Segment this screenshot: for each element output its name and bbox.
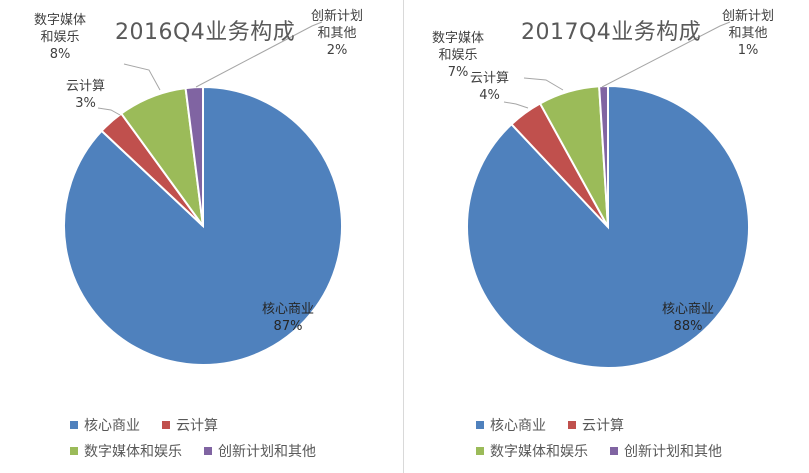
data-label-name: 核心商业 — [262, 302, 315, 317]
legend-label: 云计算 — [582, 418, 624, 434]
data-label-name: 创新计划 和其他 — [722, 9, 775, 41]
data-label-cloud-computing: 云计算 4% — [470, 70, 509, 104]
legend-item-core-commerce: 核心商业 — [70, 415, 140, 435]
data-label-name: 云计算 — [470, 71, 510, 86]
legend-item-digital-media: 数字媒体和娱乐 — [476, 441, 588, 461]
chart-title: 2016Q4业务构成 — [115, 20, 296, 45]
data-label-digital-media: 数字媒体 和娱乐 8% — [34, 12, 86, 63]
data-label-innovation-other: 创新计划 和其他 2% — [311, 8, 363, 59]
legend-item-cloud-computing: 云计算 — [568, 415, 624, 435]
data-label-percent: 1% — [737, 43, 759, 58]
legend-label: 核心商业 — [84, 418, 140, 434]
panel-divider — [403, 0, 404, 473]
data-label-core-commerce: 核心商业 88% — [662, 301, 714, 335]
legend-item-innovation-other: 创新计划和其他 — [610, 441, 722, 461]
data-label-percent: 87% — [273, 319, 303, 334]
legend-item-core-commerce: 核心商业 — [476, 415, 546, 435]
leader-line-innovation-other — [601, 21, 731, 88]
legend-item-cloud-computing: 云计算 — [162, 415, 218, 435]
pie-svg-2016q4 — [63, 21, 343, 366]
data-label-percent: 7% — [447, 65, 469, 80]
leader-line-digital-media — [523, 77, 564, 91]
legend-row: 数字媒体和娱乐 创新计划和其他 — [70, 438, 390, 464]
pie-svg-2017q4 — [466, 21, 750, 369]
data-label-core-commerce: 核心商业 87% — [262, 301, 314, 335]
data-label-digital-media: 数字媒体 和娱乐 7% — [432, 30, 484, 81]
legend-swatch — [204, 447, 212, 455]
leader-line-cloud-computing — [97, 107, 121, 116]
legend-item-innovation-other: 创新计划和其他 — [204, 441, 316, 461]
data-label-percent: 8% — [49, 47, 71, 62]
leader-line-innovation-other — [195, 21, 323, 88]
legend-label: 数字媒体和娱乐 — [84, 444, 182, 460]
legend-swatch — [476, 447, 484, 455]
pie-chart-2017q4: 2017Q4业务构成 核心商业 88% 云计算 4% 数字媒体 和娱乐 7% 创新计划 和其… — [406, 0, 808, 473]
data-label-percent: 2% — [326, 43, 348, 58]
data-label-percent: 3% — [75, 96, 96, 111]
data-label-percent: 4% — [479, 88, 500, 103]
legend-label: 创新计划和其他 — [218, 444, 316, 460]
legend-row: 核心商业 云计算 — [70, 412, 390, 438]
legend-swatch — [568, 421, 576, 429]
legend-row: 数字媒体和娱乐 创新计划和其他 — [476, 438, 796, 464]
legend-swatch — [70, 421, 78, 429]
data-label-name: 数字媒体 和娱乐 — [432, 31, 485, 63]
data-label-cloud-computing: 云计算 3% — [66, 78, 105, 112]
leader-line-cloud-computing — [503, 101, 529, 109]
legend-label: 核心商业 — [490, 418, 546, 434]
data-label-name: 创新计划 和其他 — [311, 9, 364, 41]
pie-chart-2016q4: 2016Q4业务构成 核心商业 87% 云计算 3% 数字媒体 和娱乐 8% 创新计划 和其… — [0, 0, 402, 473]
legend-swatch — [70, 447, 78, 455]
data-label-name: 云计算 — [66, 79, 106, 94]
data-label-name: 核心商业 — [662, 302, 715, 317]
legend: 核心商业 云计算数字媒体和娱乐 创新计划和其他 — [70, 412, 390, 464]
legend-label: 数字媒体和娱乐 — [490, 444, 588, 460]
legend: 核心商业 云计算数字媒体和娱乐 创新计划和其他 — [476, 412, 796, 464]
legend-row: 核心商业 云计算 — [476, 412, 796, 438]
legend-item-digital-media: 数字媒体和娱乐 — [70, 441, 182, 461]
chart-title: 2017Q4业务构成 — [521, 20, 702, 45]
legend-swatch — [476, 421, 484, 429]
legend-swatch — [162, 421, 170, 429]
data-label-innovation-other: 创新计划 和其他 1% — [722, 8, 774, 59]
legend-swatch — [610, 447, 618, 455]
legend-label: 云计算 — [176, 418, 218, 434]
data-label-percent: 88% — [673, 319, 703, 334]
leader-line-digital-media — [123, 63, 161, 91]
legend-label: 创新计划和其他 — [624, 444, 722, 460]
pie-slice-innovation-other — [184, 85, 204, 227]
data-label-name: 数字媒体 和娱乐 — [34, 13, 87, 45]
